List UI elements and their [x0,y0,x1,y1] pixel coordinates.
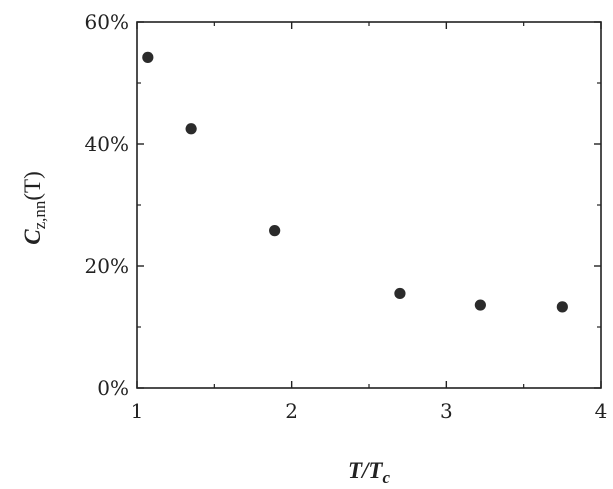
y-axis-title: Cz,nn(T) [20,171,49,245]
x-tick-label: 4 [595,399,608,423]
data-point [142,51,154,63]
tick-marks [136,21,602,389]
y-axis-title-tail: (T) [20,171,45,200]
data-points [142,51,568,313]
x-axis-title-main: T/T [348,458,383,483]
y-axis-title-subscript: z,nn [30,200,49,229]
x-tick-labels: 1 2 3 4 [131,399,608,423]
plot-frame [136,21,602,389]
x-tick-label: 2 [285,399,298,423]
y-axis-title-main: C [20,229,45,245]
data-point [269,225,281,237]
axes: 1 2 3 4 0% 20% 40% 60% [85,10,608,423]
x-axis-title: T/Tc [348,458,391,487]
data-point [185,123,197,135]
y-tick-label: 20% [85,254,129,278]
data-point [394,287,406,300]
x-axis-title-subscript: c [382,468,390,487]
x-tick-label: 3 [440,399,453,423]
y-tick-label: 0% [97,376,129,400]
y-tick-label: 60% [85,10,129,34]
data-point [556,301,568,313]
data-point [474,299,486,311]
x-tick-label: 1 [131,399,144,423]
y-tick-label: 40% [85,132,129,156]
y-tick-labels: 0% 20% 40% 60% [85,10,129,400]
